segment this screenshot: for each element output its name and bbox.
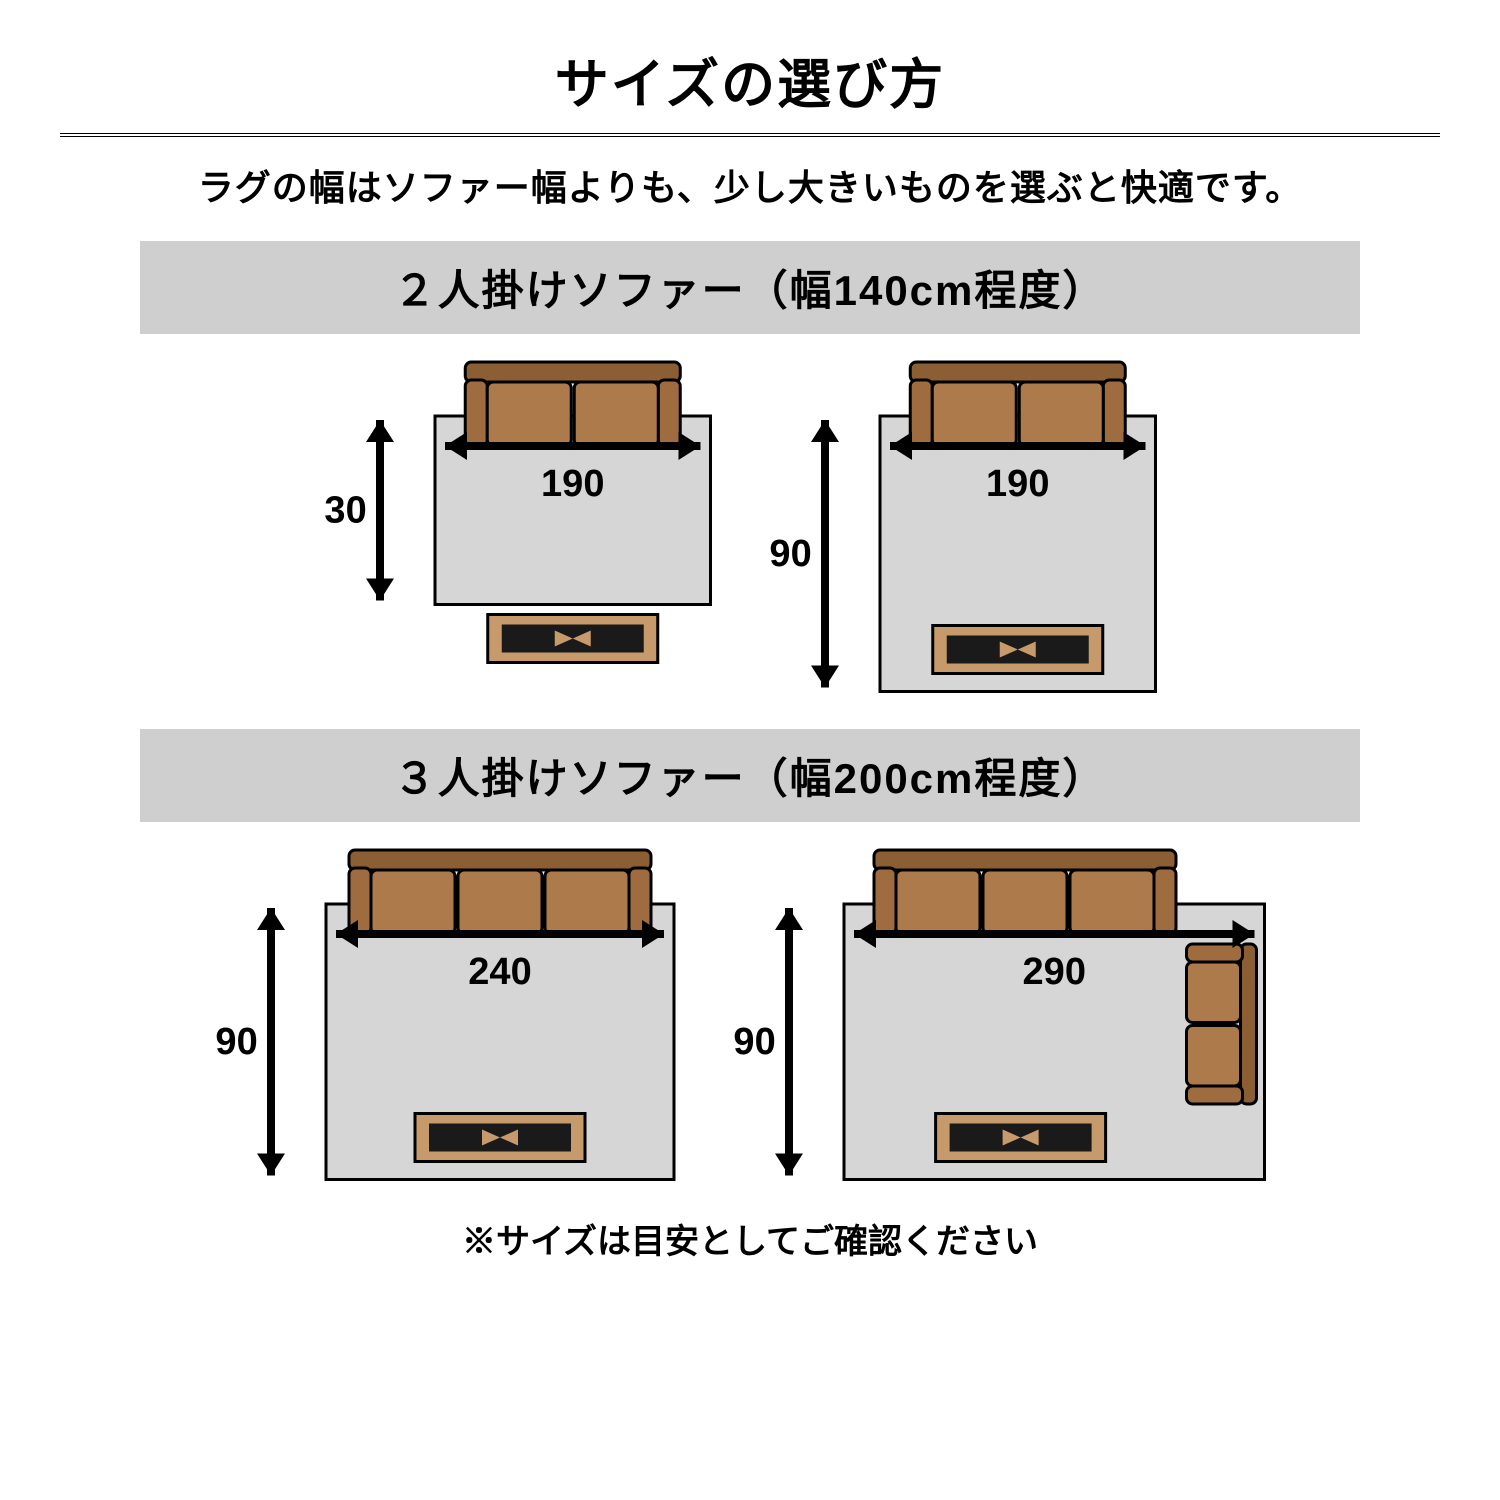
dim-height: 190 xyxy=(734,1020,776,1062)
dim-width: 290 xyxy=(1022,951,1085,993)
dim-height: 190 xyxy=(770,533,812,575)
diagram-c: 240 190 xyxy=(216,840,694,1199)
row-1: 190 130 190 190 xyxy=(60,352,1440,711)
section1-band: ２人掛けソファー（幅140cm程度） xyxy=(140,241,1360,334)
sofa-icon xyxy=(465,362,680,446)
diagram-a: 190 130 xyxy=(325,352,731,711)
row-2: 240 190 290 190 xyxy=(60,840,1440,1199)
table-icon xyxy=(487,615,657,663)
dim-height: 190 xyxy=(216,1020,258,1062)
sofa-icon xyxy=(874,850,1176,934)
footnote: ※サイズは目安としてご確認ください xyxy=(60,1214,1440,1263)
title-rule xyxy=(60,133,1440,137)
table-icon xyxy=(415,1113,585,1161)
section2-band: ３人掛けソファー（幅200cm程度） xyxy=(140,729,1360,822)
table-icon xyxy=(933,626,1103,674)
table-icon xyxy=(935,1113,1105,1161)
page-title: サイズの選び方 xyxy=(60,40,1440,119)
side-sofa-icon xyxy=(1186,944,1256,1104)
sofa-icon xyxy=(910,362,1125,446)
dim-width: 190 xyxy=(541,463,604,505)
lead-text: ラグの幅はソファー幅よりも、少し大きいものを選ぶと快適です。 xyxy=(60,159,1440,211)
diagram-b: 190 190 xyxy=(770,352,1176,711)
sofa-icon xyxy=(349,850,651,934)
dim-height: 130 xyxy=(325,489,367,531)
dim-width: 240 xyxy=(468,951,531,993)
diagram-d: 290 190 xyxy=(734,840,1285,1199)
dim-width: 190 xyxy=(986,463,1049,505)
